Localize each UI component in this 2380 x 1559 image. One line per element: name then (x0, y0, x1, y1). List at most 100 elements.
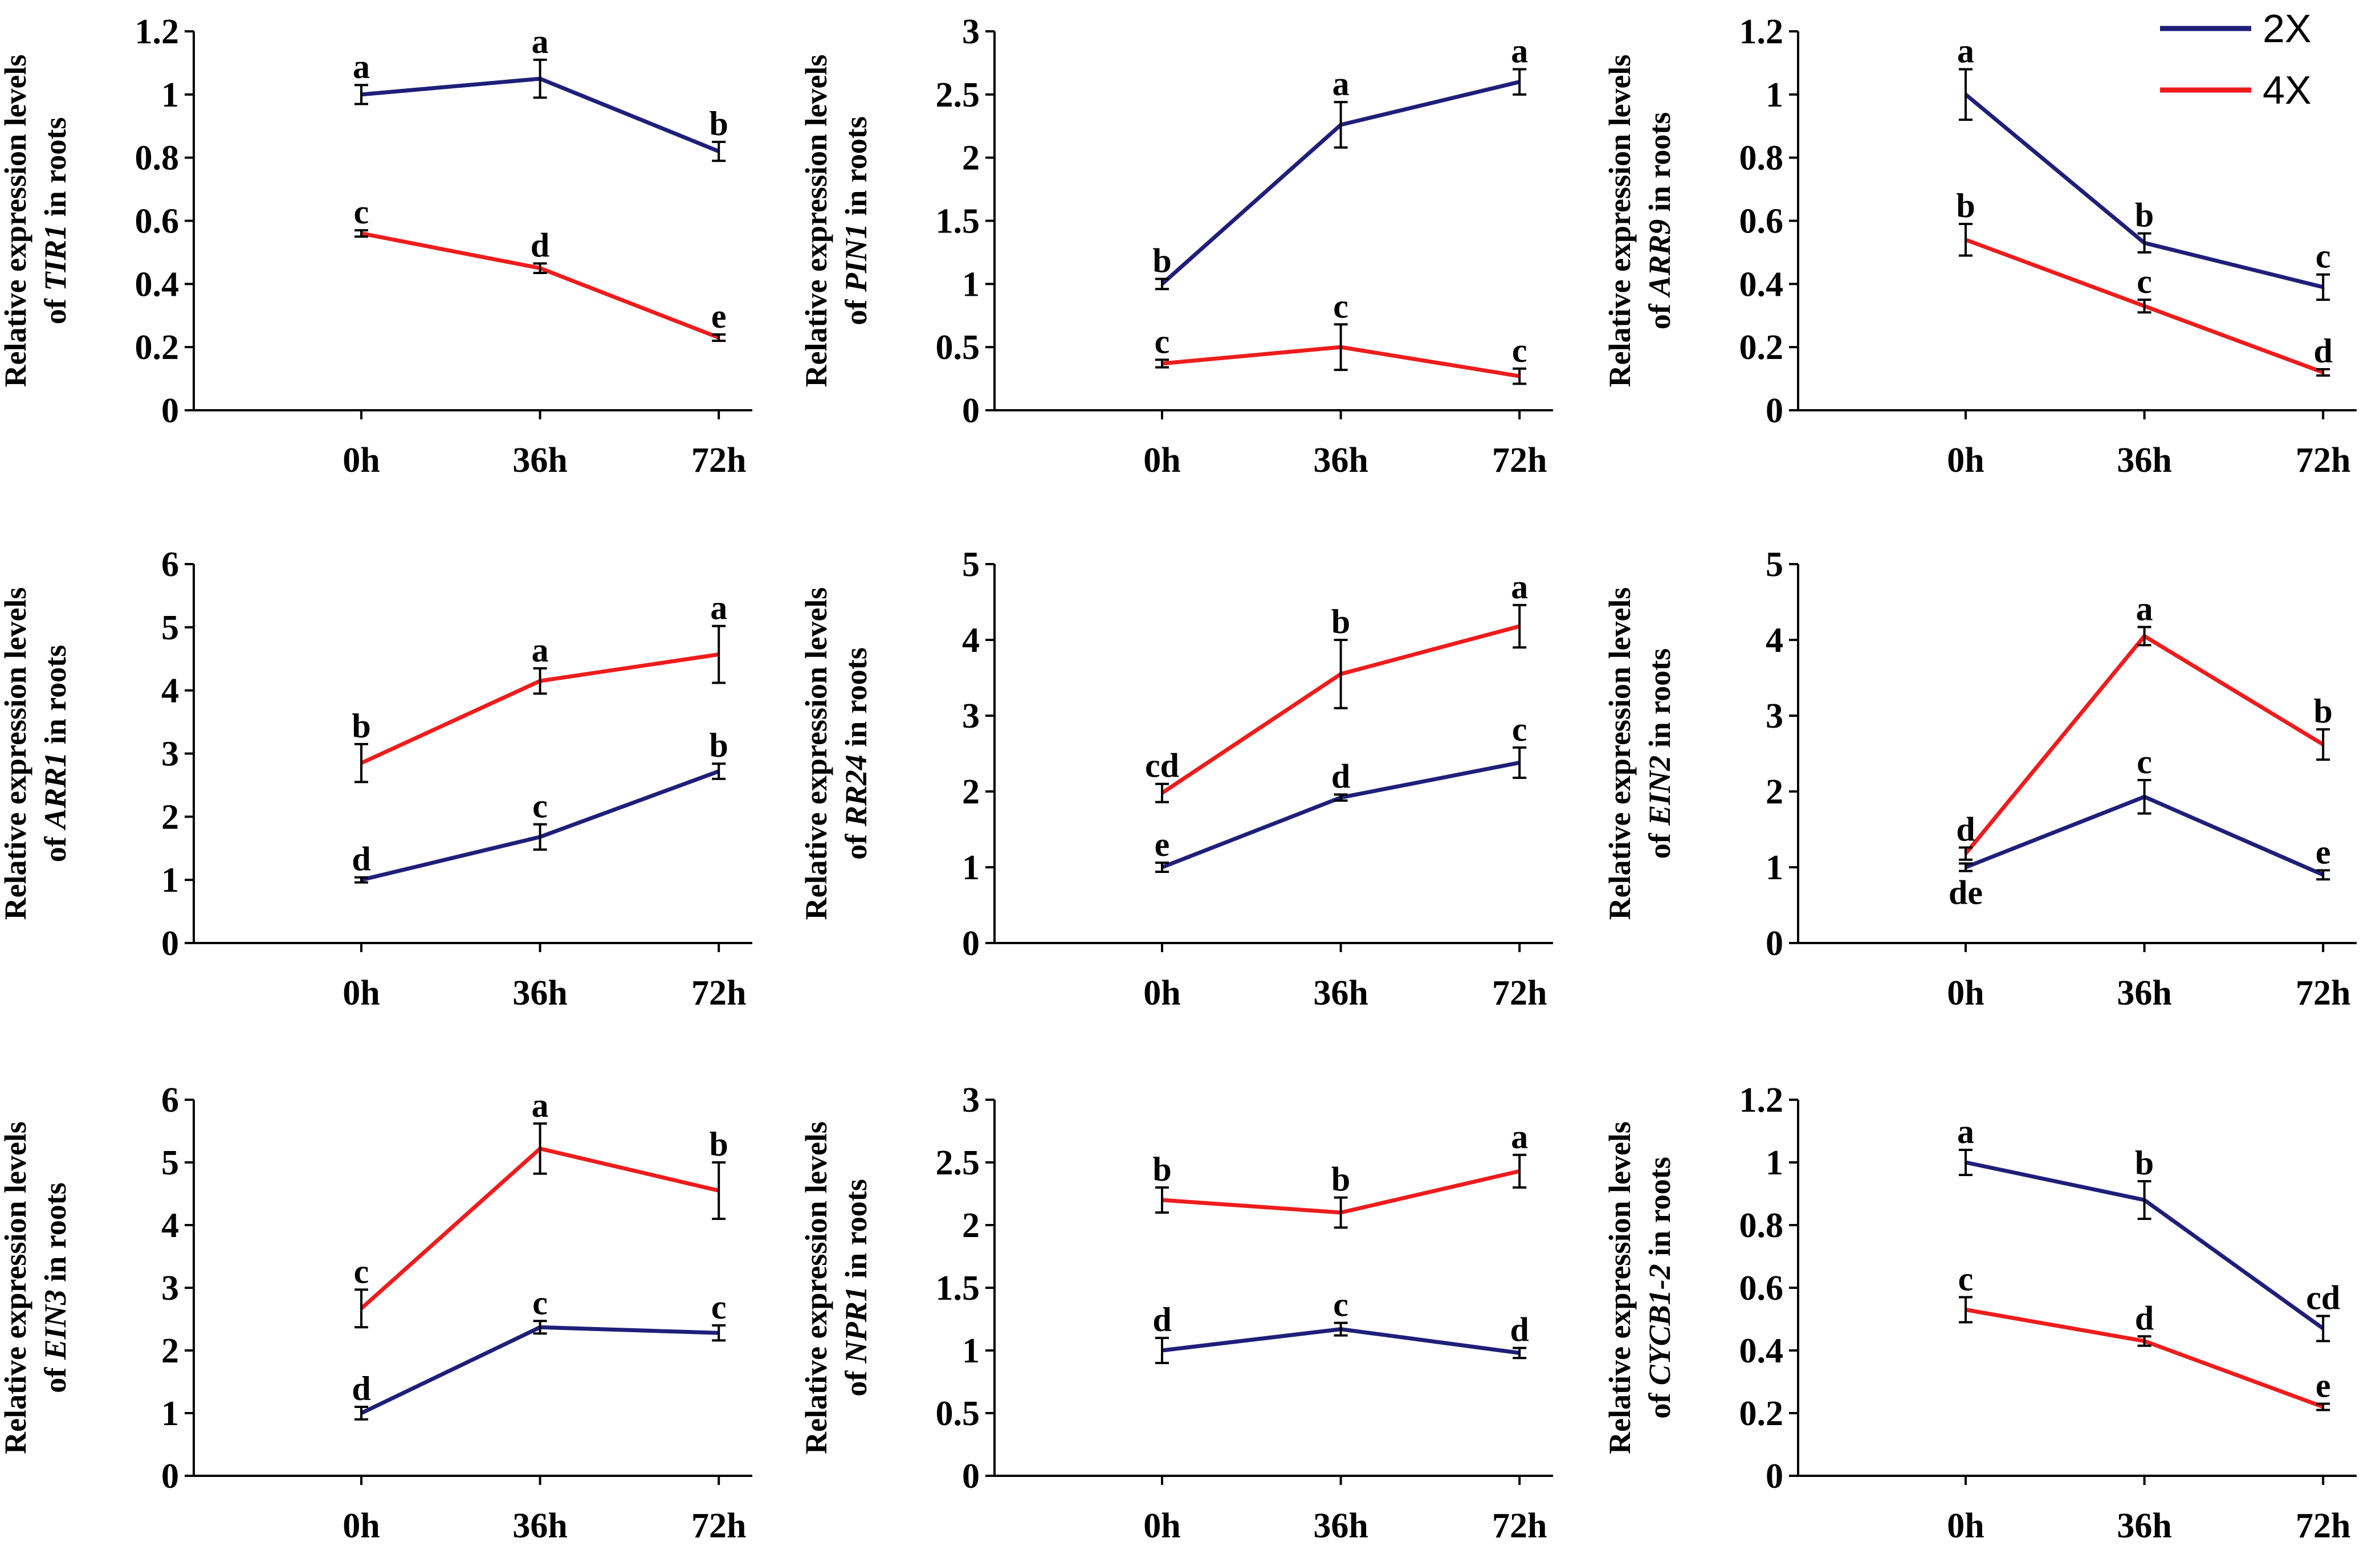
significance-letter: c (1512, 711, 1527, 748)
y-axis-title-line2: of TIR1 in roots (38, 117, 72, 325)
significance-letter: c (1512, 332, 1527, 369)
x-tick-label: 36h (1313, 1507, 1368, 1545)
significance-letter: a (1957, 32, 1974, 70)
significance-letter: c (1958, 1260, 1974, 1298)
significance-letter: d (1152, 1301, 1171, 1338)
x-tick-label: 0h (1143, 974, 1180, 1013)
y-axis-title-gene: CYCB1-2 (1643, 1264, 1677, 1385)
y-tick-label: 5 (161, 609, 179, 647)
y-tick-label: 3 (962, 13, 980, 51)
significance-letter: b (710, 1125, 728, 1163)
x-tick-label: 0h (1143, 441, 1180, 480)
series-line-2x (360, 1325, 719, 1415)
y-tick-label: 0.2 (1739, 328, 1784, 367)
y-tick-label: 1 (161, 76, 179, 115)
significance-letter: cd (1145, 747, 1179, 785)
x-tick-label: 72h (1492, 441, 1547, 480)
panel-ein3: 0 1 2 3 4 5 6 0h 36h 72h Relative expression level… (0, 1081, 752, 1545)
y-tick-label: 2.5 (936, 1144, 980, 1182)
y-tick-label: 2 (1766, 773, 1783, 811)
y-tick-label: 0 (1766, 391, 1783, 430)
y-tick-label: 0.2 (135, 328, 180, 367)
y-tick-label: 3 (962, 1081, 980, 1120)
y-axis-title-suffix: in roots (38, 645, 72, 752)
y-axis-title-line1: Relative expression levels (1603, 55, 1637, 387)
significance-letter: a (1511, 1118, 1528, 1156)
y-tick-label: 3 (962, 697, 980, 736)
y-axis-title-suffix: in roots (1643, 112, 1677, 219)
x-tick-label: 36h (512, 1507, 567, 1545)
x-tick-label: 36h (2117, 441, 2171, 480)
y-tick-label: 3 (1766, 697, 1783, 736)
significance-letter: d (1956, 810, 1975, 848)
x-tick-label: 0h (1947, 441, 1984, 480)
y-tick-label: 0 (161, 391, 179, 430)
significance-letter: c (1333, 287, 1348, 325)
y-tick-label: 2 (962, 1206, 980, 1245)
x-tick-label: 36h (1313, 974, 1368, 1013)
y-tick-label: 0 (1766, 1457, 1783, 1496)
panel-cycb1-2: 0 0.2 0.4 0.6 0.8 1 1.2 0h 36h 72h Relative expres… (1603, 1081, 2357, 1545)
y-axis-title-gene: EIN2 (1643, 756, 1677, 826)
y-tick-label: 1.2 (135, 13, 180, 51)
y-axis-title-line1: Relative expression levels (1603, 587, 1637, 920)
y-tick-label: 0 (962, 924, 980, 963)
y-axis-title-suffix: in roots (839, 647, 873, 754)
x-tick-label: 36h (512, 441, 567, 480)
y-tick-label: 0.2 (1739, 1394, 1784, 1433)
legend-label-4x: 4X (2263, 68, 2312, 112)
y-tick-label: 5 (1766, 545, 1783, 584)
y-tick-label: 0 (161, 924, 179, 963)
y-tick-label: 3 (161, 1269, 179, 1308)
y-axis-title-of: of (38, 291, 72, 324)
significance-letter: a (2136, 590, 2153, 627)
y-tick-label: 2.5 (936, 76, 980, 115)
panel-tir1: 0 0.2 0.4 0.6 0.8 1 1.2 0h 36h 72h Relative expres… (0, 13, 752, 480)
significance-letter: a (532, 23, 549, 60)
y-tick-label: 2 (962, 773, 980, 811)
significance-letter: b (710, 105, 728, 142)
significance-letter: b (352, 707, 370, 745)
y-tick-label: 4 (1766, 621, 1783, 660)
significance-letter: c (711, 1288, 727, 1326)
panel-pin1: 0 0.5 1 1.5 2 2.5 3 0h 36h 72h Relative expression… (799, 13, 1553, 480)
significance-letter: a (710, 589, 727, 627)
x-tick-label: 72h (1492, 974, 1547, 1013)
y-axis-title-line2: of ARR1 in roots (38, 645, 72, 863)
y-tick-label: 6 (161, 545, 179, 584)
significance-letter: c (2316, 238, 2331, 275)
significance-letter: d (531, 226, 549, 264)
y-tick-label: 4 (161, 1206, 179, 1245)
y-axis-title-suffix: in roots (1643, 648, 1677, 756)
significance-letter: b (710, 727, 728, 764)
significance-letter: a (532, 1087, 549, 1124)
y-axis-title-line1: Relative expression levels (799, 55, 833, 387)
y-tick-label: 4 (962, 621, 980, 660)
y-tick-label: 3 (161, 735, 179, 774)
y-tick-label: 0.4 (135, 265, 180, 304)
y-axis-title-suffix: in roots (839, 1179, 873, 1286)
legend: 2X 4X (2160, 6, 2312, 112)
y-tick-label: 0.8 (1739, 139, 1784, 178)
x-tick-label: 72h (691, 1507, 746, 1545)
significance-letter: cd (2306, 1279, 2340, 1317)
significance-letter: c (1333, 1286, 1348, 1324)
x-tick-label: 72h (691, 974, 746, 1013)
x-tick-label: 72h (691, 441, 746, 480)
y-axis-title-gene: EIN3 (38, 1289, 72, 1360)
significance-letter: d (1510, 1311, 1529, 1349)
y-tick-label: 0.6 (1739, 1269, 1784, 1308)
significance-letter: c (1155, 323, 1170, 360)
y-axis-title-suffix: in roots (1643, 1157, 1677, 1264)
y-tick-label: 0 (962, 391, 980, 430)
significance-letter: e (711, 297, 727, 335)
significance-letter: b (2135, 197, 2154, 234)
y-tick-label: 0.4 (1739, 265, 1784, 304)
panel-npr1: 0 0.5 1 1.5 2 2.5 3 0h 36h 72h Relative expression… (799, 1081, 1553, 1545)
x-tick-label: 36h (2117, 974, 2171, 1013)
y-axis-title-line1: Relative expression levels (799, 587, 833, 920)
y-axis-title-line1: Relative expression levels (799, 1121, 833, 1454)
y-tick-label: 0.8 (1739, 1206, 1784, 1245)
y-axis-title-line2: of RR24 in roots (839, 647, 873, 860)
y-tick-label: 6 (161, 1081, 179, 1120)
